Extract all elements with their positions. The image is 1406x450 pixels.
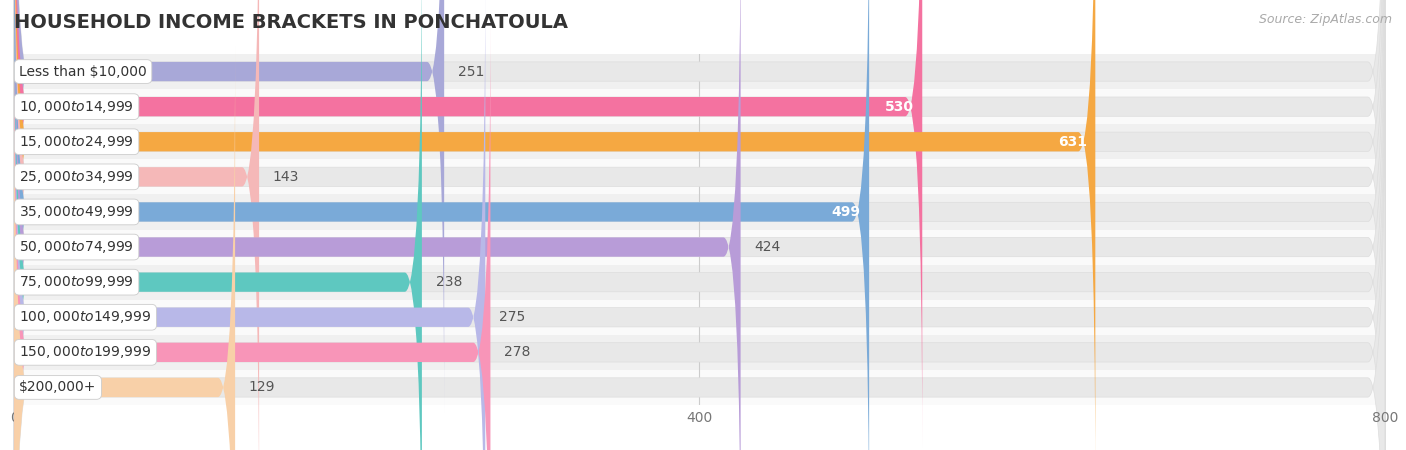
Text: $35,000 to $49,999: $35,000 to $49,999 [20, 204, 134, 220]
Text: 499: 499 [831, 205, 860, 219]
Text: 631: 631 [1057, 135, 1087, 149]
Text: 143: 143 [273, 170, 299, 184]
Text: 251: 251 [458, 64, 484, 79]
FancyBboxPatch shape [14, 0, 1385, 450]
FancyBboxPatch shape [14, 0, 1385, 450]
FancyBboxPatch shape [14, 0, 741, 450]
Text: $25,000 to $34,999: $25,000 to $34,999 [20, 169, 134, 185]
Text: 530: 530 [884, 99, 914, 114]
Text: $15,000 to $24,999: $15,000 to $24,999 [20, 134, 134, 150]
FancyBboxPatch shape [14, 0, 1385, 450]
FancyBboxPatch shape [14, 0, 422, 450]
Text: Source: ZipAtlas.com: Source: ZipAtlas.com [1258, 14, 1392, 27]
Text: $10,000 to $14,999: $10,000 to $14,999 [20, 99, 134, 115]
FancyBboxPatch shape [14, 0, 1385, 450]
Bar [14, 230, 1385, 265]
Text: 275: 275 [499, 310, 526, 324]
Text: 424: 424 [754, 240, 780, 254]
Text: $100,000 to $149,999: $100,000 to $149,999 [20, 309, 152, 325]
FancyBboxPatch shape [14, 0, 485, 450]
Text: $150,000 to $199,999: $150,000 to $199,999 [20, 344, 152, 360]
FancyBboxPatch shape [14, 0, 1385, 448]
FancyBboxPatch shape [14, 46, 235, 450]
Bar [14, 54, 1385, 89]
FancyBboxPatch shape [14, 0, 1095, 450]
Bar [14, 300, 1385, 335]
FancyBboxPatch shape [14, 11, 491, 450]
Bar [14, 335, 1385, 370]
FancyBboxPatch shape [14, 0, 1385, 450]
Bar [14, 124, 1385, 159]
FancyBboxPatch shape [14, 0, 259, 450]
Bar [14, 89, 1385, 124]
Bar [14, 370, 1385, 405]
Bar [14, 194, 1385, 230]
FancyBboxPatch shape [14, 0, 869, 450]
FancyBboxPatch shape [14, 0, 922, 448]
Text: HOUSEHOLD INCOME BRACKETS IN PONCHATOULA: HOUSEHOLD INCOME BRACKETS IN PONCHATOULA [14, 14, 568, 32]
Text: 129: 129 [249, 380, 276, 395]
Bar [14, 265, 1385, 300]
Bar [14, 159, 1385, 194]
Text: $50,000 to $74,999: $50,000 to $74,999 [20, 239, 134, 255]
FancyBboxPatch shape [14, 0, 1385, 450]
Text: Less than $10,000: Less than $10,000 [20, 64, 148, 79]
Text: $200,000+: $200,000+ [20, 380, 97, 395]
FancyBboxPatch shape [14, 0, 1385, 413]
Text: 278: 278 [505, 345, 530, 360]
Text: 238: 238 [436, 275, 463, 289]
Text: $75,000 to $99,999: $75,000 to $99,999 [20, 274, 134, 290]
FancyBboxPatch shape [14, 0, 444, 413]
FancyBboxPatch shape [14, 46, 1385, 450]
FancyBboxPatch shape [14, 11, 1385, 450]
